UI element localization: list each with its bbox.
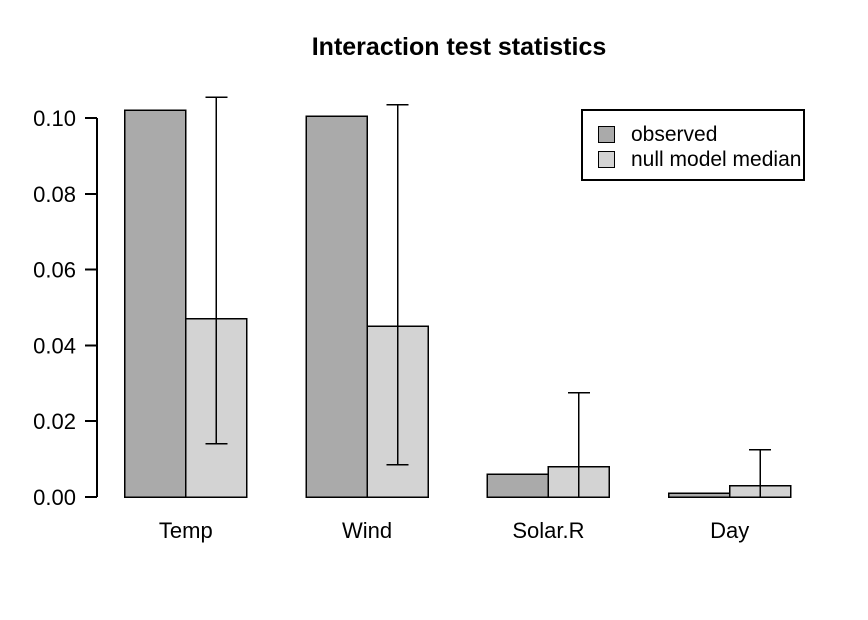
y-tick-label: 0.08 (33, 182, 76, 207)
bar-observed-temp (124, 109, 187, 498)
bar-observed-wind (305, 115, 368, 498)
x-category-label-temp: Temp (159, 518, 213, 543)
legend-box: observed null model median (581, 109, 805, 181)
y-tick-label: 0.10 (33, 106, 76, 131)
legend-label-observed: observed (631, 122, 718, 146)
x-category-label-day: Day (710, 518, 749, 543)
legend-item-null-model-median: null model median (583, 147, 803, 172)
bar-observed-solar-r (486, 473, 550, 498)
bar-observed-day (667, 492, 731, 498)
y-tick-label: 0.02 (33, 409, 76, 434)
chart-title: Interaction test statistics (311, 33, 607, 61)
legend-swatch-null-model-median (598, 151, 615, 168)
y-tick-label: 0.04 (33, 333, 76, 358)
x-category-label-wind: Wind (342, 518, 392, 543)
y-tick-label: 0.00 (33, 485, 76, 510)
legend-item-observed: observed (583, 122, 803, 147)
y-tick-label: 0.06 (33, 258, 76, 283)
x-category-label-solar-r: Solar.R (512, 518, 584, 543)
legend-swatch-observed (598, 126, 615, 143)
legend-label-null-model-median: null model median (631, 147, 802, 171)
